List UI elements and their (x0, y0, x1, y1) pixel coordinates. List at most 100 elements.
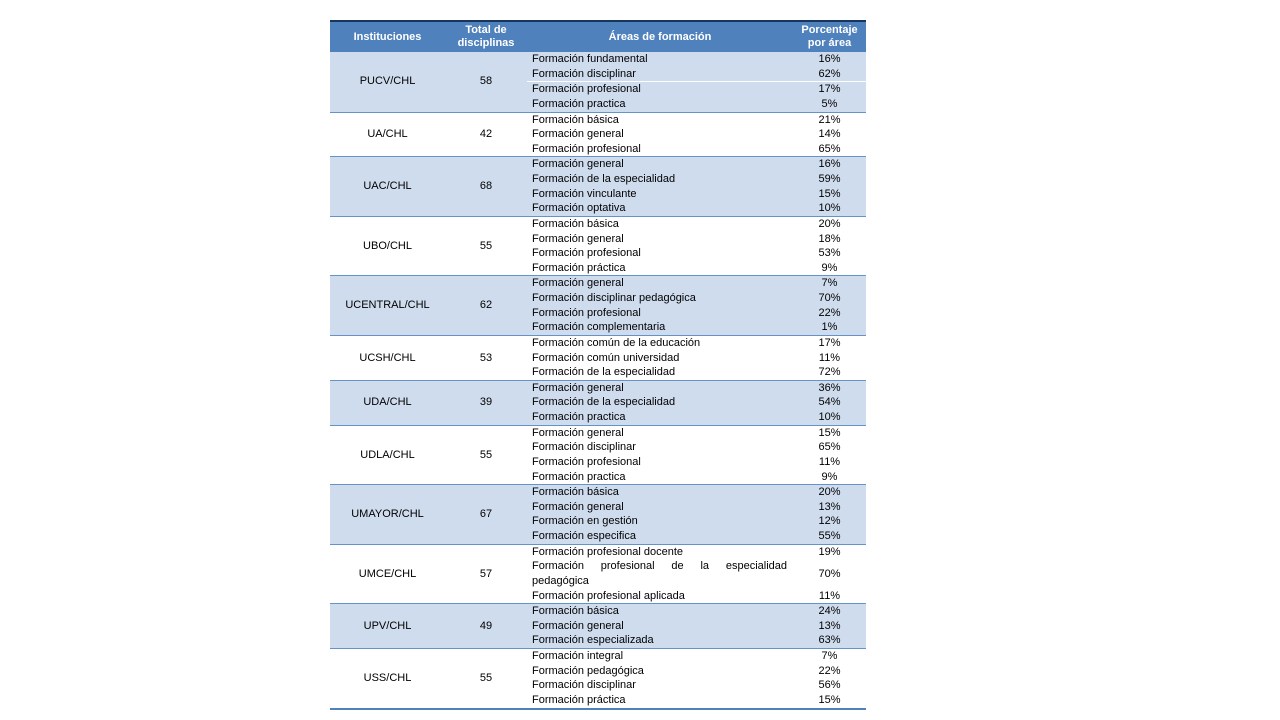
area-name: Formación básica (532, 486, 619, 499)
area-name: Formación práctica (532, 693, 626, 706)
area-name: Formación básica (532, 113, 619, 126)
areas-list: Formación profesional docente 19% Formació… (527, 545, 866, 604)
area-row: Formación común universidad 11% (527, 351, 866, 366)
area-row: Formación práctica 9% (527, 261, 866, 276)
area-name: Formación disciplinar pedagógica (532, 292, 696, 304)
area-percentage: 65% (818, 142, 841, 155)
area-percentage: 20% (818, 217, 841, 230)
institution-name: PUCV/CHL (359, 75, 416, 88)
col-header-areas-formacion: Áreas de formación (608, 30, 712, 43)
area-row: Formación de la especialidad 54% (527, 395, 866, 410)
area-row: Formación profesional 22% (527, 306, 866, 321)
area-name: Formación disciplinar (532, 679, 636, 692)
area-percentage: 65% (818, 441, 841, 454)
area-row: Formación vinculante 15% (527, 187, 866, 202)
area-name: Formación profesional (532, 455, 641, 468)
area-percentage: 9% (821, 470, 838, 483)
area-percentage: 22% (818, 306, 841, 319)
area-row: Formación general 18% (527, 232, 866, 247)
area-name: Formación de la especialidad (532, 173, 676, 185)
institution-group: UMCE/CHL 57 Formación profesional docente 1… (330, 543, 866, 604)
col-header-instituciones: Instituciones (353, 30, 422, 43)
areas-list: Formación general 7% Formación disciplinar… (527, 276, 866, 335)
institution-group: USS/CHL 55 Formación integral 7% Formación p… (330, 648, 866, 708)
institution-name: UMAYOR/CHL (351, 508, 424, 521)
area-percentage: 22% (818, 664, 841, 677)
area-name: Formación profesional de la especialidad… (532, 560, 787, 587)
total-disciplines: 55 (479, 671, 493, 684)
area-row: Formación profesional 53% (527, 246, 866, 261)
area-name: Formación en gestión (532, 515, 638, 528)
area-percentage: 15% (818, 426, 841, 439)
area-percentage: 62% (818, 67, 841, 80)
area-name: Formación general (532, 277, 624, 290)
area-percentage: 56% (818, 679, 841, 692)
area-row: Formación general 13% (527, 619, 866, 634)
total-disciplines: 68 (479, 180, 493, 193)
area-row: Formación profesional aplicada 11% (527, 589, 866, 604)
total-disciplines: 53 (479, 351, 493, 364)
area-percentage: 11% (818, 455, 841, 468)
area-name: Formación común de la educación (532, 336, 701, 349)
area-percentage: 13% (818, 619, 841, 632)
area-row: Formación básica 20% (527, 217, 866, 232)
institution-name: UA/CHL (367, 128, 408, 141)
area-percentage: 70% (818, 567, 841, 580)
area-percentage: 63% (818, 634, 841, 647)
area-name: Formación practica (532, 411, 626, 423)
area-row: Formación general 16% (527, 157, 866, 172)
area-percentage: 36% (818, 381, 841, 394)
area-row: Formación general 7% (527, 276, 866, 291)
area-name: Formación profesional aplicada (532, 589, 685, 602)
area-name: Formación fundamental (532, 53, 648, 65)
area-percentage: 1% (821, 321, 838, 334)
area-percentage: 9% (821, 261, 838, 274)
institution-name: UMCE/CHL (358, 567, 417, 580)
area-name: Formación general (532, 381, 624, 394)
areas-list: Formación integral 7% Formación pedagógica… (527, 649, 866, 708)
areas-list: Formación básica 24% Formación general 13% F… (527, 604, 866, 648)
area-percentage: 17% (818, 336, 841, 349)
area-name: Formación general (532, 158, 624, 171)
area-percentage: 20% (818, 486, 841, 499)
institution-name: UCENTRAL/CHL (345, 299, 430, 312)
total-disciplines: 57 (479, 567, 493, 580)
total-disciplines: 67 (479, 508, 493, 521)
areas-list: Formación básica 20% Formación general 13% F… (527, 485, 866, 544)
area-row: Formación profesional 65% (527, 142, 866, 157)
institution-name: UDA/CHL (363, 396, 412, 409)
institution-group: UMAYOR/CHL 67 Formación básica 20% Formación… (330, 484, 866, 544)
area-row: Formación fundamental 16% (527, 52, 866, 67)
area-row: Formación en gestión 12% (527, 514, 866, 529)
area-row: Formación práctica 15% (527, 693, 866, 708)
area-percentage: 55% (818, 530, 841, 542)
area-percentage: 19% (818, 545, 841, 558)
area-row: Formación profesional 11% (527, 455, 866, 470)
area-name: Formación practica (532, 470, 626, 483)
institution-group: UAC/CHL 68 Formación general 16% Formación d… (330, 156, 866, 216)
col-header-total-disciplinas: Total de disciplinas (457, 24, 515, 49)
institution-group: UA/CHL 42 Formación básica 21% Formación gen… (330, 111, 866, 157)
area-name: Formación profesional (532, 83, 641, 96)
area-name: Formación disciplinar (532, 441, 636, 454)
area-percentage: 53% (818, 247, 841, 260)
total-disciplines: 42 (479, 128, 493, 141)
total-disciplines: 39 (479, 396, 493, 409)
area-percentage: 7% (821, 277, 838, 290)
area-name: Formación complementaria (532, 321, 666, 334)
area-row: Formación general 14% (527, 127, 866, 142)
institution-name: USS/CHL (363, 671, 412, 684)
institution-name: UBO/CHL (363, 239, 412, 252)
area-name: Formación practica (532, 97, 626, 110)
area-name: Formación de la especialidad (532, 366, 676, 379)
area-percentage: 17% (818, 83, 841, 96)
table-header-row: Instituciones Total de disciplinas Áreas… (330, 22, 866, 52)
area-name: Formación común universidad (532, 351, 680, 364)
institution-group: UDA/CHL 39 Formación general 36% Formación d… (330, 379, 866, 425)
area-name: Formación general (532, 619, 624, 632)
institution-name: UPV/CHL (363, 619, 412, 632)
area-percentage: 11% (818, 589, 841, 602)
area-percentage: 59% (818, 173, 841, 185)
area-name: Formación profesional docente (532, 545, 684, 558)
area-row: Formación practica 5% (527, 97, 866, 112)
